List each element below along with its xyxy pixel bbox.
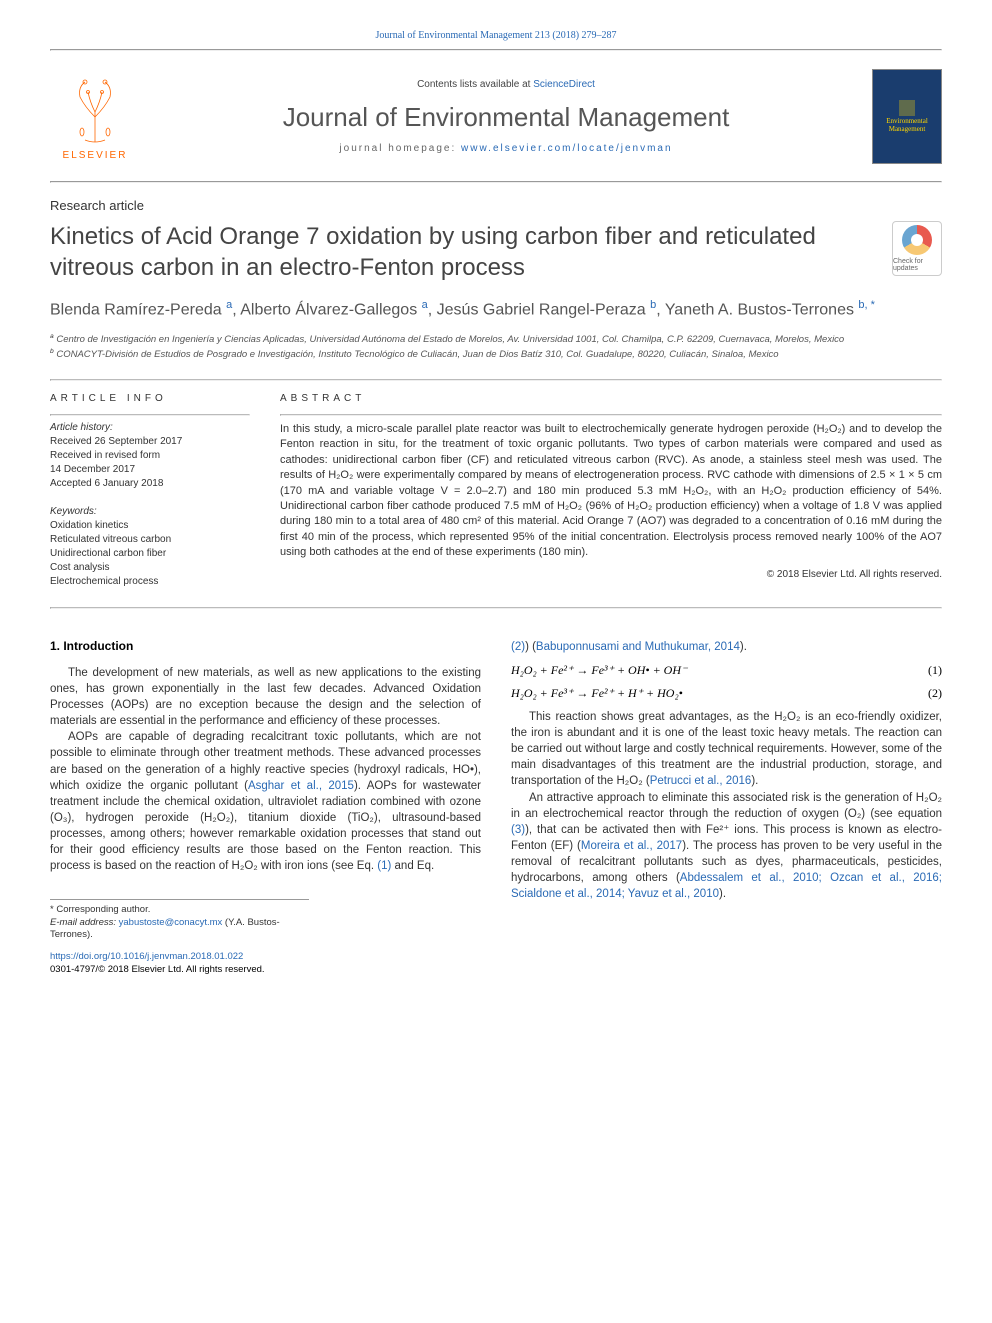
top-citation[interactable]: Journal of Environmental Management 213 … <box>50 30 942 41</box>
abstract-copyright: © 2018 Elsevier Ltd. All rights reserved… <box>280 569 942 580</box>
equation-1: H₂O₂ + Fe²⁺ → Fe³⁺ + OH• + OH⁻ (1) <box>511 663 942 678</box>
article-type: Research article <box>50 198 942 213</box>
divider-pre-abstract <box>50 379 942 381</box>
elsevier-logo[interactable]: ELSEVIER <box>50 66 140 166</box>
history-accepted: Accepted 6 January 2018 <box>50 477 250 491</box>
email-label: E-mail address: <box>50 917 119 928</box>
footnote-email-line: E-mail address: yabustoste@conacyt.mx (Y… <box>50 917 309 942</box>
eq2-num: (2) <box>928 686 942 701</box>
divider-header-bottom <box>50 181 942 183</box>
footnote-block: * Corresponding author. E-mail address: … <box>50 899 309 941</box>
keyword-3: Unidirectional carbon fiber <box>50 547 250 561</box>
affiliation-a: a Centro de Investigación en Ingeniería … <box>50 332 942 346</box>
bottom-block: https://doi.org/10.1016/j.jenvman.2018.0… <box>50 951 481 976</box>
affiliations: a Centro de Investigación en Ingeniería … <box>50 332 942 361</box>
doi-link[interactable]: https://doi.org/10.1016/j.jenvman.2018.0… <box>50 951 243 962</box>
history-revised-1: Received in revised form <box>50 449 250 463</box>
issn-line: 0301-4797/© 2018 Elsevier Ltd. All right… <box>50 964 481 976</box>
updates-badge-label: Check for updates <box>893 258 941 272</box>
equation-2: H₂O₂ + Fe³⁺ → Fe²⁺ + H⁺ + HO₂• (2) <box>511 686 942 701</box>
divider-info <box>50 414 250 416</box>
abstract-column: ABSTRACT In this study, a micro-scale pa… <box>280 393 942 589</box>
eq2-lhs: H₂O₂ + Fe³⁺ → Fe²⁺ + H⁺ + HO₂• <box>511 686 683 701</box>
history-label: Article history: <box>50 422 250 433</box>
article-title: Kinetics of Acid Orange 7 oxidation by u… <box>50 221 872 283</box>
journal-cover-thumb[interactable]: Environmental Management <box>872 69 942 164</box>
col2-para-2: An attractive approach to eliminate this… <box>511 790 942 903</box>
eq1-lhs: H₂O₂ + Fe²⁺ → Fe³⁺ + OH• + OH⁻ <box>511 663 687 678</box>
keyword-4: Cost analysis <box>50 561 250 575</box>
col2-para-1: This reaction shows great advantages, as… <box>511 709 942 789</box>
keyword-2: Reticulated vitreous carbon <box>50 533 250 547</box>
cover-icon <box>897 98 917 118</box>
abstract-text: In this study, a micro-scale parallel pl… <box>280 422 942 561</box>
abstract-label: ABSTRACT <box>280 393 942 404</box>
body-col-right: (2)) (Babuponnusami and Muthukumar, 2014… <box>511 639 942 976</box>
contents-line: Contents lists available at ScienceDirec… <box>140 79 872 90</box>
journal-title: Journal of Environmental Management <box>140 102 872 133</box>
elsevier-tree-icon <box>60 72 130 147</box>
journal-homepage: journal homepage: www.elsevier.com/locat… <box>140 143 872 154</box>
check-updates-badge[interactable]: Check for updates <box>892 221 942 276</box>
divider-post-abstract <box>50 607 942 609</box>
article-info-label: ARTICLE INFO <box>50 393 250 404</box>
keywords-label: Keywords: <box>50 506 250 517</box>
eq1-num: (1) <box>928 663 942 678</box>
sciencedirect-link[interactable]: ScienceDirect <box>533 79 595 90</box>
col2-frag: (2)) (Babuponnusami and Muthukumar, 2014… <box>511 639 942 655</box>
homepage-prefix: journal homepage: <box>339 143 461 154</box>
updates-badge-icon <box>902 225 932 255</box>
email-link[interactable]: yabustoste@conacyt.mx <box>119 917 223 928</box>
article-info-sidebar: ARTICLE INFO Article history: Received 2… <box>50 393 250 589</box>
affiliation-b: b CONACYT-División de Estudios de Posgra… <box>50 347 942 361</box>
body-col-left: 1. Introduction The development of new m… <box>50 639 481 976</box>
journal-header: ELSEVIER Contents lists available at Sci… <box>50 51 942 181</box>
cover-text: Environmental Management <box>876 118 938 133</box>
intro-para-2: AOPs are capable of degrading recalcitra… <box>50 729 481 874</box>
intro-para-1: The development of new materials, as wel… <box>50 665 481 729</box>
history-received: Received 26 September 2017 <box>50 435 250 449</box>
homepage-link[interactable]: www.elsevier.com/locate/jenvman <box>461 143 673 154</box>
divider-abstract <box>280 414 942 416</box>
keyword-1: Oxidation kinetics <box>50 519 250 533</box>
history-revised-2: 14 December 2017 <box>50 463 250 477</box>
authors-line: Blenda Ramírez-Pereda a, Alberto Álvarez… <box>50 298 942 322</box>
keyword-5: Electrochemical process <box>50 575 250 589</box>
intro-heading: 1. Introduction <box>50 639 481 653</box>
contents-prefix: Contents lists available at <box>417 79 533 90</box>
footnote-corresponding: * Corresponding author. <box>50 904 309 916</box>
elsevier-name: ELSEVIER <box>63 150 128 161</box>
